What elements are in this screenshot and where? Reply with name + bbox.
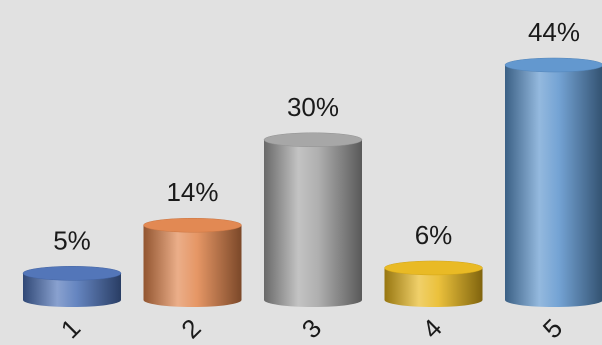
data-labels-layer: 5% 14% 30% 6% 44% <box>53 17 580 255</box>
data-label-4: 6% <box>415 220 453 250</box>
bar-body-3 <box>264 139 362 307</box>
data-label-2: 14% <box>166 177 218 207</box>
data-label-5: 44% <box>528 17 580 47</box>
bar-body-2 <box>143 225 242 307</box>
bar-body-4 <box>384 267 483 307</box>
x-tick-label-2: 2 <box>175 313 206 344</box>
bar-top-2 <box>143 217 242 233</box>
bar-4 <box>384 260 483 307</box>
bar-top-4 <box>384 260 483 276</box>
x-tick-label-1: 1 <box>55 313 86 344</box>
x-tick-label-3: 3 <box>296 313 327 344</box>
bars-layer <box>22 57 602 307</box>
x-tick-label-5: 5 <box>537 313 568 344</box>
bar-1 <box>22 266 122 307</box>
bar-body-1 <box>23 273 121 307</box>
bar-3 <box>263 132 363 307</box>
data-label-1: 5% <box>53 225 91 255</box>
x-tick-labels-layer: 1 2 3 4 5 <box>55 313 568 344</box>
bar-2 <box>143 217 242 307</box>
bar-5 <box>504 57 602 307</box>
bar-body-5 <box>505 65 602 307</box>
x-tick-label-4: 4 <box>416 313 447 344</box>
bar-top-5 <box>504 57 602 73</box>
bar-top-1 <box>22 266 122 281</box>
data-label-3: 30% <box>287 92 339 122</box>
bar-top-3 <box>263 132 363 148</box>
